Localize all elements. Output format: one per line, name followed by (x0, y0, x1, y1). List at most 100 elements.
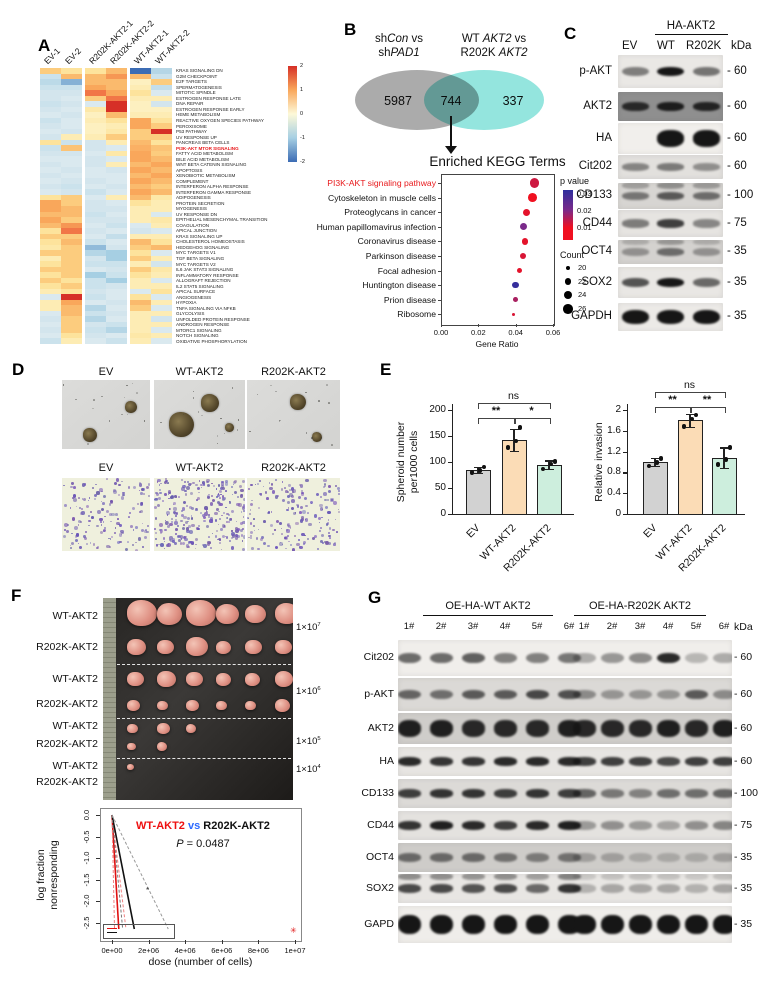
heatmap-cell (61, 79, 82, 85)
stained-cell (318, 521, 321, 524)
stained-cell (299, 518, 304, 523)
stained-cell (225, 516, 228, 519)
bar (465, 469, 491, 514)
stained-cell (120, 533, 123, 536)
stained-cell (241, 520, 245, 525)
heatmap-cell (151, 261, 172, 268)
blot-band (461, 689, 485, 700)
blot-kda-marker: - 35 (727, 310, 747, 322)
heatmap-cell (151, 128, 172, 135)
stained-cell (227, 514, 231, 517)
stained-cell (182, 484, 187, 489)
stained-cell (190, 506, 194, 510)
panel-f-label: F (11, 586, 22, 605)
stained-cell (145, 485, 150, 490)
blot-band (656, 130, 684, 147)
blot-g-lane-label: 5# (690, 621, 702, 632)
stained-cell (73, 494, 77, 498)
tumor (127, 763, 134, 770)
heatmap-cell (130, 90, 151, 96)
blot-strip (618, 123, 723, 154)
blot-protein-label: OCT4 (365, 850, 394, 863)
heatmap-cell (130, 189, 151, 196)
stained-cell (233, 479, 238, 483)
stained-cell (119, 540, 123, 544)
heatmap-cell (85, 117, 106, 124)
dose-label: 1×106 (296, 685, 321, 697)
stained-cell (155, 491, 158, 495)
stained-cell (231, 530, 233, 532)
heatmap-cell (61, 327, 82, 334)
stained-cell (163, 547, 165, 550)
blot-c-kda-label: kDa (731, 40, 752, 52)
heatmap-colorbar-tick: 0 (300, 111, 304, 117)
kegg-y-tick (438, 285, 441, 287)
chart-y-tick-mark (448, 410, 452, 412)
stained-cell (184, 537, 189, 542)
stained-cell (113, 488, 116, 492)
heatmap-cell (106, 316, 127, 323)
invasion-image (62, 478, 150, 551)
heatmap-cell (106, 183, 127, 190)
stained-cell (166, 524, 170, 529)
blot-kda-marker: - 100 (727, 189, 754, 201)
stained-cell (216, 508, 220, 511)
stained-cell (106, 478, 109, 480)
stained-cell (78, 506, 81, 509)
stained-cell (230, 546, 235, 551)
stained-cell (319, 530, 322, 533)
blot-band (429, 884, 453, 893)
tumor (127, 723, 138, 734)
elda-line (111, 814, 124, 930)
heatmap-cell (61, 189, 82, 196)
heatmap-cell (151, 161, 172, 168)
heatmap-cell (130, 156, 151, 163)
stained-cell (159, 528, 162, 532)
heatmap-cell (106, 206, 127, 212)
heatmap-cell (85, 178, 106, 185)
stained-cell (300, 505, 303, 509)
stained-cell (187, 482, 192, 487)
heatmap-cell (106, 239, 127, 246)
blot-band-secondary (398, 874, 421, 881)
blot-band (692, 192, 720, 200)
stained-cell (175, 519, 178, 522)
tumor (215, 640, 231, 654)
heatmap-cell (151, 112, 172, 119)
data-point (481, 465, 487, 470)
blot-band (429, 789, 453, 798)
stained-cell (73, 485, 76, 489)
heatmap-cell (151, 288, 172, 295)
kegg-x-tick-mark (553, 324, 554, 327)
heatmap-cell (130, 134, 151, 141)
heatmap-cell (61, 316, 82, 323)
stained-cell (207, 536, 210, 539)
stained-cell (322, 541, 325, 544)
heatmap-colorbar-tick: 2 (300, 63, 304, 69)
stained-cell (247, 517, 249, 519)
stained-cell (201, 481, 205, 485)
stained-cell (111, 536, 114, 539)
stained-cell (185, 521, 189, 525)
elda-x-tick-mark (112, 940, 113, 944)
stained-cell (140, 529, 145, 533)
stained-cell (127, 541, 130, 544)
stained-cell (325, 506, 329, 510)
heatmap-cell (151, 250, 172, 257)
stained-cell (284, 536, 289, 540)
heatmap-cell (106, 250, 127, 257)
blot-g-lane-label: 6# (563, 621, 575, 632)
blot-band (628, 789, 652, 798)
heatmap-cell (106, 68, 127, 74)
stained-cell (249, 522, 253, 526)
heatmap-cell (130, 294, 151, 301)
blot-band (712, 853, 732, 862)
chart-y-tick-label: 200 (429, 404, 446, 415)
elda-y-tick-mark (96, 901, 100, 903)
heatmap-cell (130, 206, 151, 212)
heatmap-row-label: UV RESPONSE UP (176, 134, 217, 140)
blot-band (621, 219, 649, 228)
stained-cell (85, 504, 89, 508)
stained-cell (83, 535, 86, 538)
stained-cell (173, 542, 177, 546)
